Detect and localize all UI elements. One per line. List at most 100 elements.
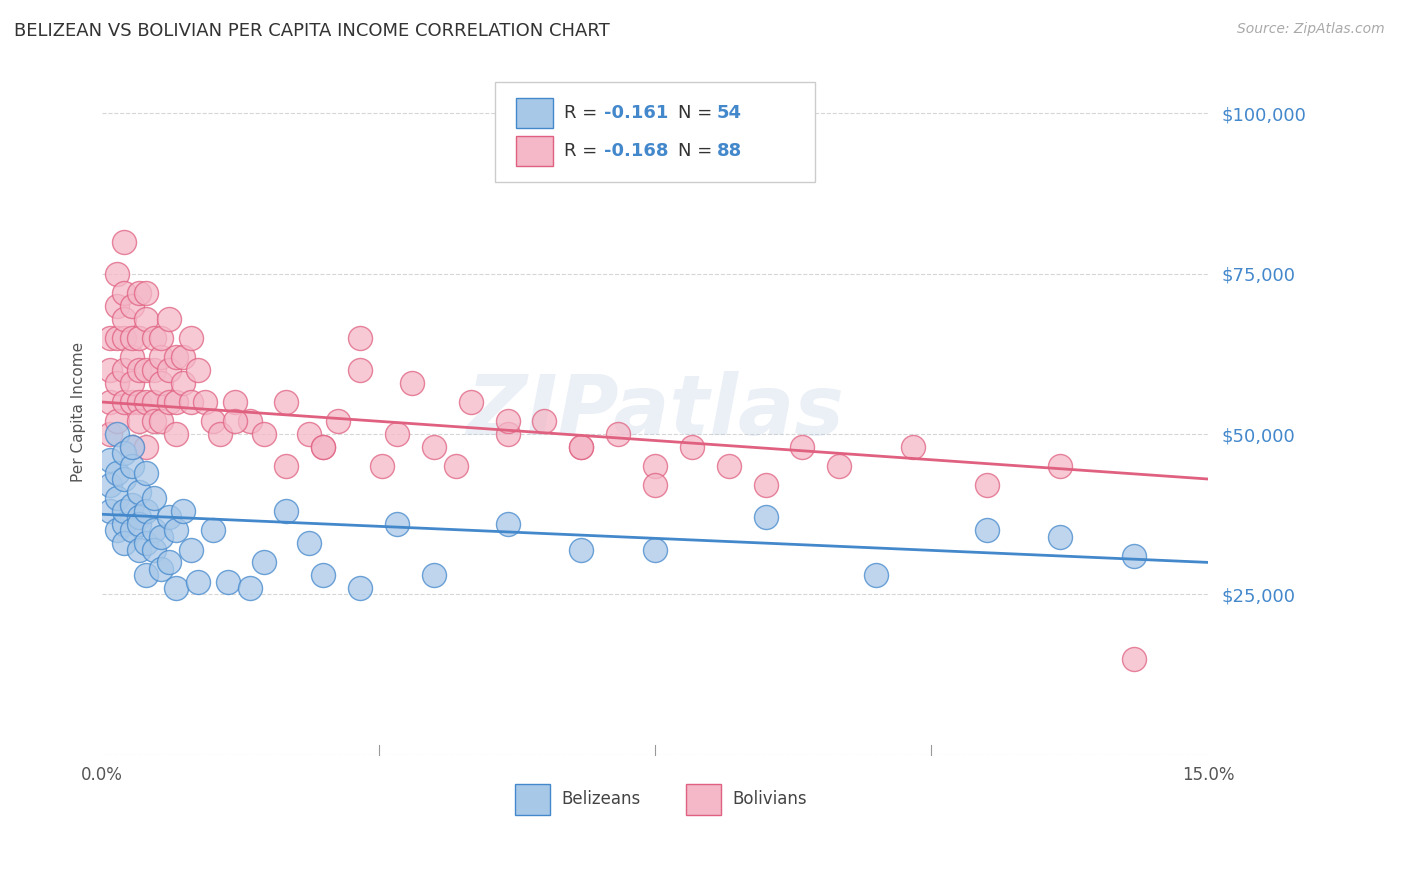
- Point: [165, 350, 187, 364]
- Point: [165, 395, 187, 409]
- Point: [98, 478, 121, 492]
- Text: -0.168: -0.168: [605, 142, 669, 160]
- Point: [128, 542, 150, 557]
- Text: 54: 54: [717, 104, 742, 122]
- Point: [121, 331, 143, 345]
- Point: [224, 395, 246, 409]
- Point: [253, 555, 276, 569]
- Point: [128, 363, 150, 377]
- Point: [371, 459, 394, 474]
- Point: [385, 516, 408, 531]
- Point: [142, 363, 165, 377]
- Point: [180, 395, 202, 409]
- Text: Bolivians: Bolivians: [733, 790, 807, 808]
- Point: [312, 440, 335, 454]
- Point: [112, 363, 135, 377]
- Point: [112, 285, 135, 300]
- Point: [644, 542, 666, 557]
- FancyBboxPatch shape: [686, 784, 721, 814]
- Point: [112, 472, 135, 486]
- Point: [128, 414, 150, 428]
- Point: [150, 376, 173, 390]
- Point: [112, 395, 135, 409]
- Point: [607, 427, 630, 442]
- Point: [792, 440, 814, 454]
- Point: [1123, 549, 1146, 563]
- Point: [105, 427, 128, 442]
- FancyBboxPatch shape: [516, 136, 554, 166]
- Point: [644, 478, 666, 492]
- Point: [172, 504, 194, 518]
- Point: [135, 466, 157, 480]
- Point: [165, 581, 187, 595]
- Point: [681, 440, 703, 454]
- Point: [142, 524, 165, 538]
- Point: [98, 395, 121, 409]
- Point: [112, 311, 135, 326]
- Point: [105, 491, 128, 506]
- Point: [865, 568, 887, 582]
- Point: [98, 363, 121, 377]
- Point: [976, 478, 998, 492]
- Point: [297, 536, 319, 550]
- Point: [128, 484, 150, 499]
- Point: [180, 542, 202, 557]
- Text: N =: N =: [678, 104, 718, 122]
- Point: [105, 267, 128, 281]
- Point: [128, 331, 150, 345]
- Point: [135, 440, 157, 454]
- Text: Belizeans: Belizeans: [561, 790, 640, 808]
- Point: [98, 427, 121, 442]
- Point: [828, 459, 851, 474]
- Point: [172, 350, 194, 364]
- Text: R =: R =: [564, 104, 603, 122]
- Point: [165, 524, 187, 538]
- FancyBboxPatch shape: [495, 82, 815, 182]
- Point: [187, 363, 209, 377]
- Y-axis label: Per Capita Income: Per Capita Income: [72, 342, 86, 482]
- Point: [121, 350, 143, 364]
- Point: [312, 440, 335, 454]
- Point: [253, 427, 276, 442]
- Point: [157, 363, 180, 377]
- Point: [1123, 651, 1146, 665]
- Point: [112, 516, 135, 531]
- Point: [349, 363, 371, 377]
- Point: [135, 395, 157, 409]
- Point: [755, 510, 778, 524]
- Point: [112, 235, 135, 249]
- Point: [128, 510, 150, 524]
- Point: [297, 427, 319, 442]
- Point: [976, 524, 998, 538]
- Point: [644, 459, 666, 474]
- Point: [98, 452, 121, 467]
- Text: N =: N =: [678, 142, 718, 160]
- Point: [150, 562, 173, 576]
- Point: [326, 414, 349, 428]
- Point: [276, 504, 298, 518]
- Point: [187, 574, 209, 589]
- Text: 88: 88: [717, 142, 742, 160]
- Point: [112, 504, 135, 518]
- Point: [112, 536, 135, 550]
- Point: [460, 395, 482, 409]
- Point: [157, 395, 180, 409]
- Point: [201, 414, 224, 428]
- Point: [135, 504, 157, 518]
- Point: [569, 542, 592, 557]
- Point: [276, 459, 298, 474]
- Point: [423, 568, 446, 582]
- Point: [569, 440, 592, 454]
- Point: [135, 536, 157, 550]
- Point: [717, 459, 740, 474]
- Text: R =: R =: [564, 142, 603, 160]
- Point: [142, 331, 165, 345]
- Point: [121, 395, 143, 409]
- Point: [423, 440, 446, 454]
- Point: [901, 440, 924, 454]
- Point: [142, 414, 165, 428]
- Point: [150, 350, 173, 364]
- Point: [105, 376, 128, 390]
- Point: [105, 299, 128, 313]
- Point: [98, 331, 121, 345]
